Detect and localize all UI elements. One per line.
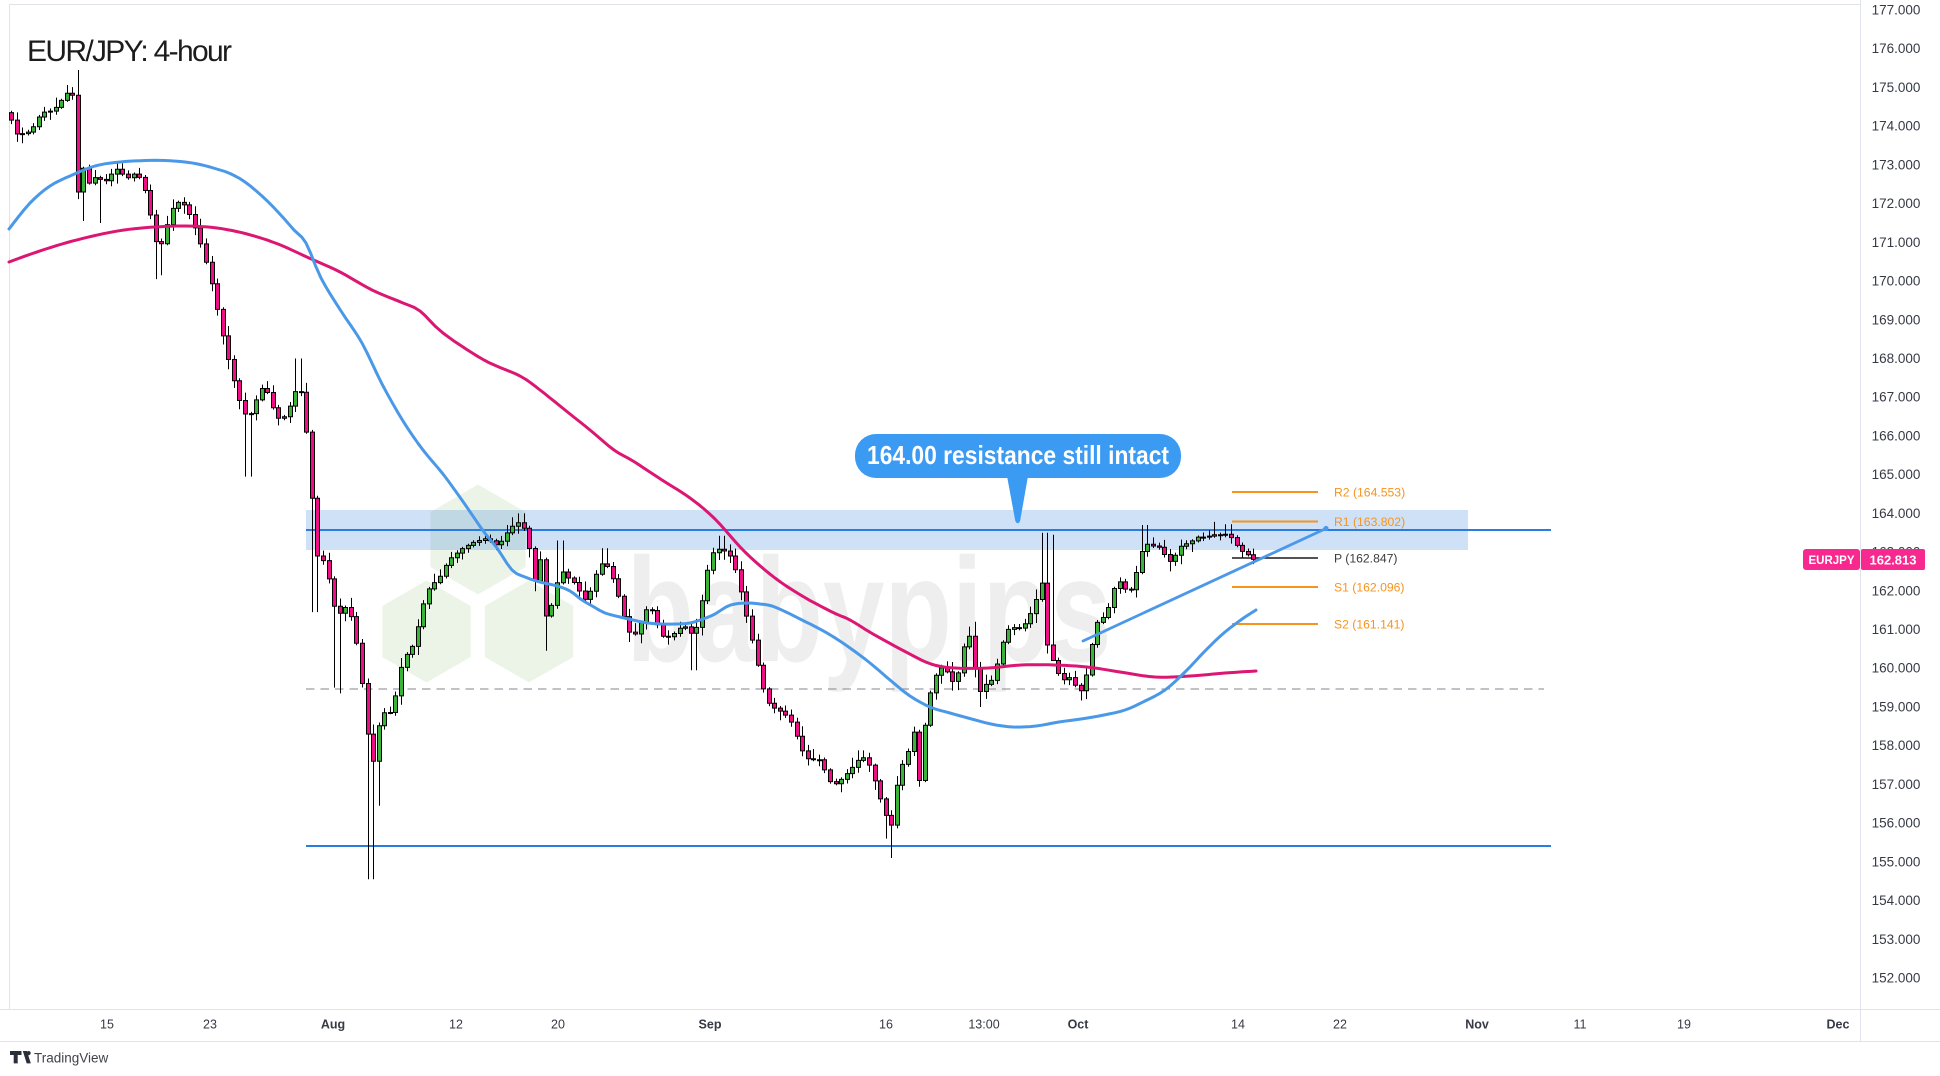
svg-text:157.000: 157.000 xyxy=(1872,777,1921,792)
svg-text:R2 (164.553): R2 (164.553) xyxy=(1334,486,1405,500)
svg-text:174.000: 174.000 xyxy=(1872,119,1921,134)
svg-text:155.000: 155.000 xyxy=(1872,854,1921,869)
svg-text:175.000: 175.000 xyxy=(1872,80,1921,95)
svg-text:165.000: 165.000 xyxy=(1872,467,1921,482)
svg-text:170.000: 170.000 xyxy=(1872,274,1921,289)
svg-text:P (162.847): P (162.847) xyxy=(1334,552,1397,566)
svg-text:161.000: 161.000 xyxy=(1872,622,1921,637)
svg-text:Nov: Nov xyxy=(1465,1018,1489,1032)
svg-text:168.000: 168.000 xyxy=(1872,351,1921,366)
svg-text:173.000: 173.000 xyxy=(1872,157,1921,172)
svg-text:160.000: 160.000 xyxy=(1872,661,1921,676)
svg-text:S2 (161.141): S2 (161.141) xyxy=(1334,618,1404,632)
svg-text:14: 14 xyxy=(1231,1018,1245,1032)
svg-text:153.000: 153.000 xyxy=(1872,932,1921,947)
svg-text:169.000: 169.000 xyxy=(1872,312,1921,327)
svg-text:13:00: 13:00 xyxy=(968,1018,999,1032)
svg-text:Oct: Oct xyxy=(1068,1018,1090,1032)
svg-text:16: 16 xyxy=(879,1018,893,1032)
svg-text:TradingView: TradingView xyxy=(34,1051,109,1066)
svg-text:172.000: 172.000 xyxy=(1872,196,1921,211)
svg-text:Aug: Aug xyxy=(321,1018,345,1032)
svg-text:154.000: 154.000 xyxy=(1872,893,1921,908)
svg-text:23: 23 xyxy=(203,1018,217,1032)
svg-text:162.813: 162.813 xyxy=(1870,553,1917,568)
svg-text:152.000: 152.000 xyxy=(1872,971,1921,986)
svg-text:EURJPY: EURJPY xyxy=(1808,555,1854,567)
svg-text:166.000: 166.000 xyxy=(1872,428,1921,443)
svg-text:156.000: 156.000 xyxy=(1872,816,1921,831)
svg-text:171.000: 171.000 xyxy=(1872,235,1921,250)
svg-text:12: 12 xyxy=(449,1018,463,1032)
svg-text:20: 20 xyxy=(551,1018,565,1032)
svg-text:Sep: Sep xyxy=(699,1018,722,1032)
svg-text:Dec: Dec xyxy=(1827,1018,1850,1032)
svg-text:164.000: 164.000 xyxy=(1872,506,1921,521)
svg-text:167.000: 167.000 xyxy=(1872,390,1921,405)
svg-text:15: 15 xyxy=(100,1018,114,1032)
svg-text:22: 22 xyxy=(1333,1018,1347,1032)
svg-text:176.000: 176.000 xyxy=(1872,41,1921,56)
svg-text:R1 (163.802): R1 (163.802) xyxy=(1334,515,1405,529)
svg-text:158.000: 158.000 xyxy=(1872,738,1921,753)
svg-text:162.000: 162.000 xyxy=(1872,583,1921,598)
svg-text:19: 19 xyxy=(1677,1018,1691,1032)
svg-text:EUR/JPY: 4-hour: EUR/JPY: 4-hour xyxy=(27,35,232,68)
svg-text:159.000: 159.000 xyxy=(1872,700,1921,715)
svg-text:164.00 resistance still intact: 164.00 resistance still intact xyxy=(867,440,1169,470)
svg-text:177.000: 177.000 xyxy=(1872,3,1921,18)
svg-text:S1 (162.096): S1 (162.096) xyxy=(1334,581,1404,595)
svg-text:11: 11 xyxy=(1574,1018,1587,1032)
